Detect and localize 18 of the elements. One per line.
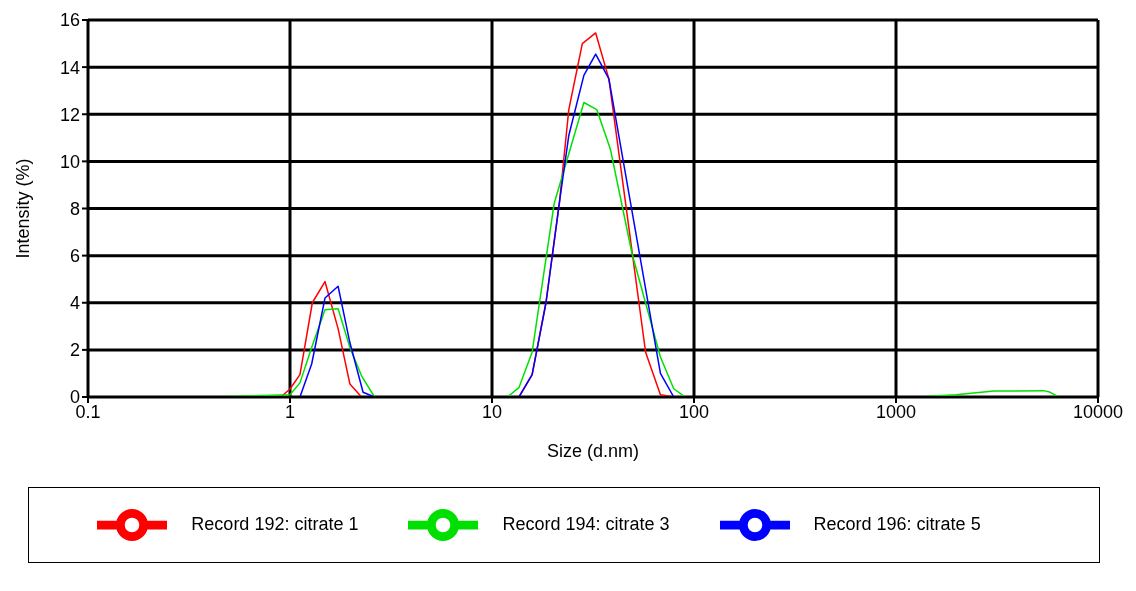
x-tick-label: 1 — [284, 401, 296, 422]
y-tick-label: 6 — [69, 246, 80, 267]
x-axis-title: Size (d.nm) — [546, 441, 640, 461]
y-tick-label: 14 — [59, 57, 80, 78]
y-tick-label: 2 — [69, 340, 80, 361]
legend-label: Record 196: citrate 5 — [813, 513, 981, 534]
y-tick-label: 8 — [69, 198, 80, 219]
y-tick-label: 16 — [59, 10, 80, 31]
x-tick-label: 10000 — [1072, 401, 1124, 422]
x-tick-label: 10 — [481, 401, 503, 422]
y-axis-title: Intensity (%) — [13, 158, 34, 259]
legend-label: Record 194: citrate 3 — [502, 513, 670, 534]
x-tick-label: 1000 — [875, 401, 917, 422]
x-tick-label: 100 — [678, 401, 710, 422]
y-tick-label: 10 — [59, 151, 80, 172]
y-tick-label: 12 — [59, 104, 80, 125]
legend-label: Record 192: citrate 1 — [191, 513, 359, 534]
y-tick-label: 4 — [69, 293, 80, 314]
